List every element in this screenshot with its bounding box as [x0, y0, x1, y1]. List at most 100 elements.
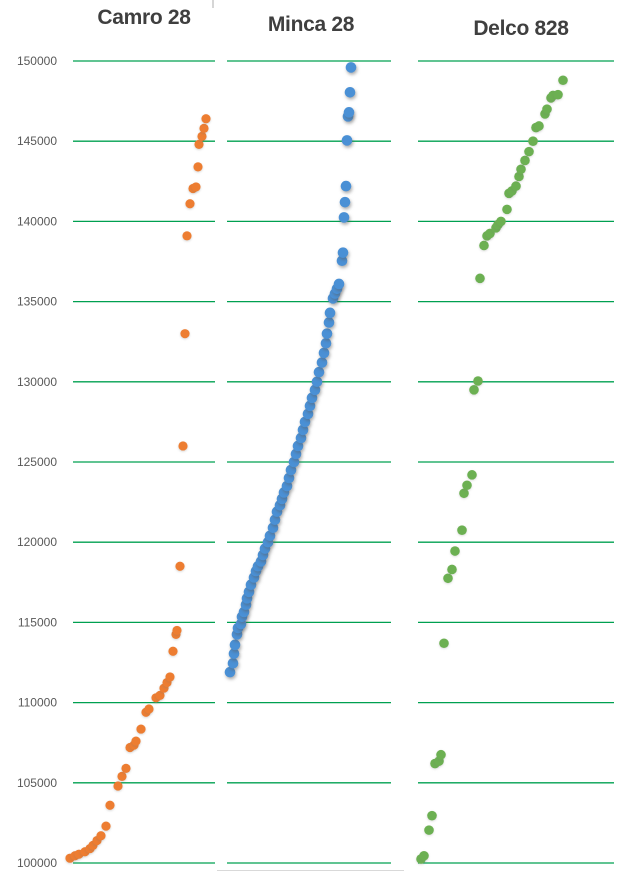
data-point-delco	[419, 850, 429, 861]
data-point-delco	[553, 89, 563, 100]
data-point-minca	[295, 432, 307, 444]
data-point-minca	[344, 86, 356, 98]
data-point-minca	[299, 416, 311, 428]
data-point-minca	[313, 366, 325, 378]
data-point-minca	[320, 338, 332, 349]
data-point-delco	[528, 136, 538, 146]
data-point-delco	[496, 216, 506, 227]
y-axis-tick-label: 130000	[17, 375, 57, 389]
data-point-camro	[191, 182, 201, 192]
data-point-delco	[443, 573, 453, 584]
data-point-camro	[180, 329, 190, 339]
data-point-minca	[285, 464, 297, 476]
y-axis-tick-label: 145000	[17, 134, 57, 148]
data-point-minca	[297, 424, 309, 436]
data-point-camro	[185, 199, 195, 209]
data-point-camro	[197, 131, 207, 141]
data-point-camro	[131, 736, 141, 746]
data-point-delco	[469, 385, 479, 395]
data-point-camro	[136, 724, 146, 734]
data-point-camro	[199, 123, 209, 133]
data-point-minca	[283, 472, 295, 484]
data-point-minca	[336, 255, 348, 266]
data-point-delco	[479, 240, 489, 251]
data-point-delco	[436, 749, 446, 760]
data-point-minca	[341, 135, 353, 146]
data-point-delco	[475, 273, 485, 284]
data-point-delco	[534, 121, 544, 131]
series-camro	[65, 114, 211, 863]
data-point-minca	[292, 440, 304, 452]
data-point-delco	[511, 181, 521, 191]
data-point-minca	[228, 648, 240, 659]
data-point-minca	[323, 317, 335, 328]
data-point-minca	[340, 180, 352, 192]
data-point-delco	[457, 525, 467, 535]
data-point-minca	[302, 408, 314, 420]
data-point-delco	[516, 164, 526, 175]
data-point-camro	[193, 162, 203, 172]
data-point-delco	[502, 204, 512, 215]
data-point-minca	[316, 357, 328, 368]
data-point-delco	[462, 480, 472, 491]
data-point-minca	[227, 658, 239, 669]
data-point-delco	[485, 228, 495, 239]
data-point-camro	[101, 821, 111, 831]
y-axis-tick-label: 125000	[17, 455, 57, 469]
data-point-delco	[473, 376, 483, 386]
panel-title-camro: Camro 28	[97, 6, 191, 29]
data-point-delco	[439, 638, 449, 649]
data-point-minca	[321, 328, 333, 339]
data-point-minca	[345, 62, 357, 73]
series-minca	[224, 62, 357, 678]
data-point-minca	[318, 347, 330, 359]
y-axis-tick-label: 150000	[17, 54, 57, 68]
y-axis-tick-label: 115000	[18, 615, 57, 629]
data-point-minca	[269, 514, 281, 526]
data-point-camro	[165, 672, 175, 682]
data-point-delco	[427, 810, 437, 821]
data-point-camro	[178, 441, 188, 451]
data-point-camro	[168, 646, 178, 656]
data-point-camro	[172, 625, 182, 636]
data-point-camro	[113, 781, 123, 791]
data-point-minca	[324, 307, 336, 319]
data-point-minca	[281, 480, 293, 492]
data-point-minca	[338, 212, 350, 223]
data-point-delco	[459, 488, 469, 499]
data-point-camro	[201, 114, 211, 124]
data-point-minca	[288, 456, 300, 468]
data-point-camro	[117, 771, 127, 781]
data-point-minca	[309, 384, 321, 396]
data-point-minca	[311, 376, 323, 388]
data-point-delco	[467, 470, 477, 480]
data-point-delco	[447, 564, 457, 575]
data-point-delco	[514, 171, 524, 182]
data-point-camro	[194, 139, 204, 150]
data-point-camro	[155, 690, 165, 700]
panel-title-delco: Delco 828	[473, 17, 569, 40]
data-point-delco	[558, 75, 568, 86]
y-axis-tick-label: 105000	[17, 776, 57, 790]
data-point-camro	[144, 704, 154, 714]
data-point-minca	[306, 392, 318, 404]
data-point-minca	[304, 400, 316, 412]
data-point-minca	[333, 278, 345, 290]
series-delco	[416, 75, 568, 864]
y-axis-tick-label: 140000	[17, 214, 57, 228]
data-point-minca	[339, 196, 351, 208]
data-point-delco	[542, 104, 552, 114]
y-axis-tick-label: 110000	[18, 696, 57, 710]
y-axis-tick-label: 135000	[17, 295, 57, 309]
y-axis-tick-label: 120000	[17, 535, 57, 549]
data-point-minca	[229, 639, 241, 651]
data-point-delco	[424, 825, 434, 835]
y-axis-tick-label: 100000	[17, 856, 57, 870]
data-point-minca	[337, 247, 349, 258]
data-point-minca	[290, 448, 302, 460]
data-point-camro	[182, 231, 192, 241]
data-point-camro	[175, 561, 185, 571]
data-point-delco	[450, 546, 460, 556]
